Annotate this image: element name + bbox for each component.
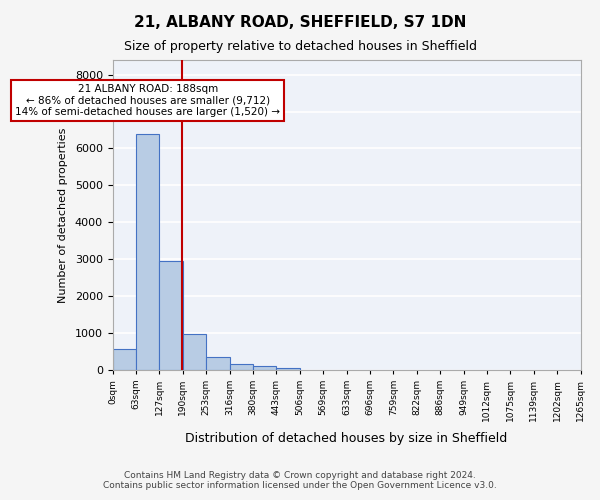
Bar: [183, 334, 206, 370]
Bar: [113, 350, 136, 370]
X-axis label: Distribution of detached houses by size in Sheffield: Distribution of detached houses by size …: [185, 432, 508, 445]
Text: Size of property relative to detached houses in Sheffield: Size of property relative to detached ho…: [124, 40, 476, 53]
Bar: [136, 134, 160, 370]
Bar: [277, 368, 300, 370]
Bar: [253, 366, 277, 370]
Text: 21, ALBANY ROAD, SHEFFIELD, S7 1DN: 21, ALBANY ROAD, SHEFFIELD, S7 1DN: [134, 15, 466, 30]
Bar: [206, 357, 230, 370]
Text: 21 ALBANY ROAD: 188sqm
← 86% of detached houses are smaller (9,712)
14% of semi-: 21 ALBANY ROAD: 188sqm ← 86% of detached…: [15, 84, 280, 117]
Bar: [230, 364, 253, 370]
Bar: [160, 261, 183, 370]
Y-axis label: Number of detached properties: Number of detached properties: [58, 127, 68, 302]
Text: Contains HM Land Registry data © Crown copyright and database right 2024.
Contai: Contains HM Land Registry data © Crown c…: [103, 470, 497, 490]
